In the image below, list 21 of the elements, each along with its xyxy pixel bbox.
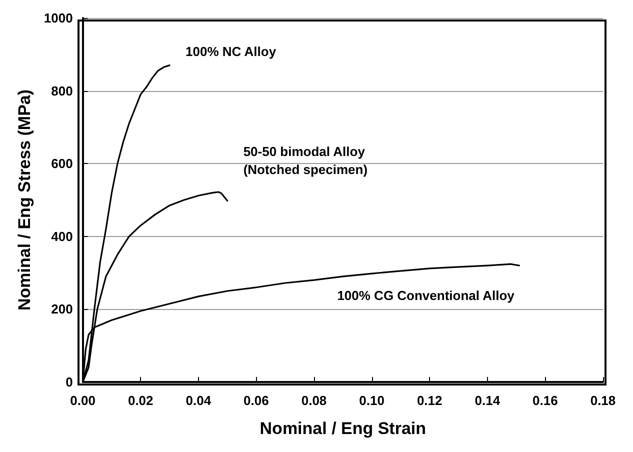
x-tick-label: 0.18 — [590, 393, 616, 408]
y-tick-label: 400 — [51, 228, 73, 244]
y-tick-label: 200 — [51, 302, 73, 317]
x-tick-label: 0.06 — [244, 393, 269, 408]
y-axis-title: Nominal / Eng Stress (MPa) — [15, 89, 34, 311]
series-label: 100% NC Alloy — [186, 44, 277, 59]
x-tick-label: 0.08 — [301, 393, 327, 408]
x-axis-title: Nominal / Eng Strain — [260, 419, 426, 438]
x-tick-label: 0.10 — [359, 393, 384, 408]
series-label: 100% CG Conventional Alloy — [337, 288, 516, 304]
y-tick-label: 600 — [51, 156, 73, 172]
x-tick-label: 0.12 — [416, 393, 442, 408]
x-tick-label: 0.00 — [70, 393, 96, 408]
text: 50-50 bimodal Alloy (Notched specimen) — [243, 144, 369, 178]
x-tick-label: 0.04 — [186, 393, 212, 408]
y-tick-label: 0 — [66, 374, 73, 390]
y-tick-label: 1000 — [44, 10, 73, 26]
x-tick-label: 0.02 — [128, 393, 154, 408]
y-tick-label: 800 — [51, 83, 73, 98]
x-tick-label: 0.16 — [532, 393, 558, 408]
x-tick-label: 0.14 — [474, 393, 501, 408]
